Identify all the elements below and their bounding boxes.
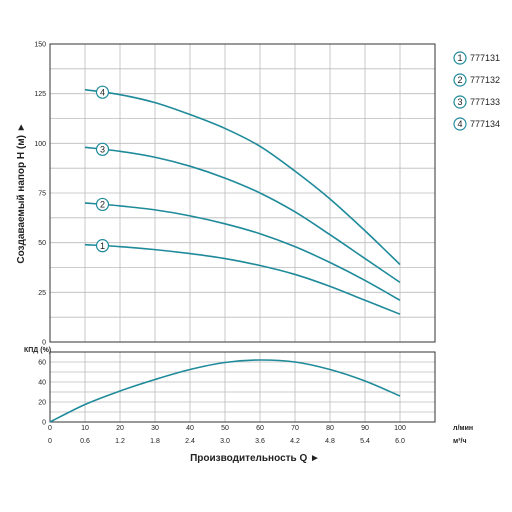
legend-marker-circle [453,51,467,65]
curve-marker-number: 2 [100,200,105,210]
x-unit-lpm: л/мин [453,425,473,432]
curve-marker-circle [95,85,110,99]
x-tick-label-lpm: 60 [256,425,264,432]
x-tick-label-m3h: 3.6 [255,438,265,445]
curve-marker-circle [95,239,110,253]
x-tick-label-m3h: 1.2 [115,438,125,445]
x-tick-label-m3h: 6.0 [395,438,405,445]
legend-label-777132: 777132 [470,75,500,85]
efficiency-plot-frame [49,351,436,423]
x-axis-title: Производительность Q ► [190,453,320,464]
x-tick-label-m3h: 4.2 [290,438,300,445]
efficiency-y-tick-label: 0 [42,420,46,427]
head-y-tick-label: 125 [34,91,46,98]
legend-label-777131: 777131 [470,53,500,63]
x-tick-label-lpm: 80 [326,425,334,432]
x-tick-label-lpm: 100 [394,425,406,432]
head-y-axis-title: Создаваемый напор H (м) ► [16,122,27,263]
efficiency-y-tick-label: 60 [38,360,46,367]
x-tick-label-lpm: 30 [151,425,159,432]
x-tick-label-m3h: 0.6 [80,438,90,445]
efficiency-y-tick-label: 20 [38,400,46,407]
legend-marker-number: 4 [457,119,462,129]
x-tick-label-lpm: 70 [291,425,299,432]
legend-label-777134: 777134 [470,119,500,129]
head-curves: 1 2 3 4 [84,85,401,315]
x-tick-label-m3h: 0 [48,438,52,445]
efficiency-y-axis-title: КПД (%) [24,347,51,354]
x-tick-label-m3h: 1.8 [150,438,160,445]
curve-marker-number: 1 [100,241,105,251]
legend-marker-circle [453,95,467,109]
head-y-tick-label: 100 [34,141,46,148]
x-tick-label-lpm: 90 [361,425,369,432]
x-tick-label-m3h: 4.8 [325,438,335,445]
head-curve-777132 [84,202,401,301]
gridlines [49,43,436,423]
head-y-tick-label: 150 [34,42,46,49]
curve-marker-circle [95,197,110,212]
x-tick-label-m3h: 3.0 [220,438,230,445]
head-y-tick-label: 75 [38,191,46,198]
head-curve-777131 [84,243,401,315]
efficiency-curve [49,359,401,423]
legend: 1 777131 2 777132 3 777133 4 777134 [453,51,500,131]
legend-marker-number: 1 [457,53,462,63]
head-y-tick-label: 0 [42,340,46,347]
x-tick-label-lpm: 0 [48,425,52,432]
efficiency-y-tick-label: 40 [38,380,46,387]
x-unit-m3h: м³/ч [453,438,467,445]
legend-marker-number: 3 [457,97,462,107]
head-curve-777134 [84,88,401,266]
legend-label-777133: 777133 [470,97,500,107]
head-y-tick-label: 25 [38,290,46,297]
x-tick-label-lpm: 50 [221,425,229,432]
legend-marker-circle [453,117,467,131]
x-tick-label-m3h: 2.4 [185,438,195,445]
x-tick-label-lpm: 20 [116,425,124,432]
head-plot-frame [49,43,436,343]
curve-marker-number: 3 [100,144,105,154]
curve-marker-number: 4 [100,87,105,97]
legend-marker-number: 2 [457,75,462,85]
x-tick-label-lpm: 10 [81,425,89,432]
curve-marker-circle [95,142,110,156]
x-tick-label-m3h: 5.4 [360,438,370,445]
legend-marker-circle [453,73,467,87]
head-y-tick-label: 50 [38,240,46,247]
x-tick-label-lpm: 40 [186,425,194,432]
head-curve-777133 [84,146,401,284]
